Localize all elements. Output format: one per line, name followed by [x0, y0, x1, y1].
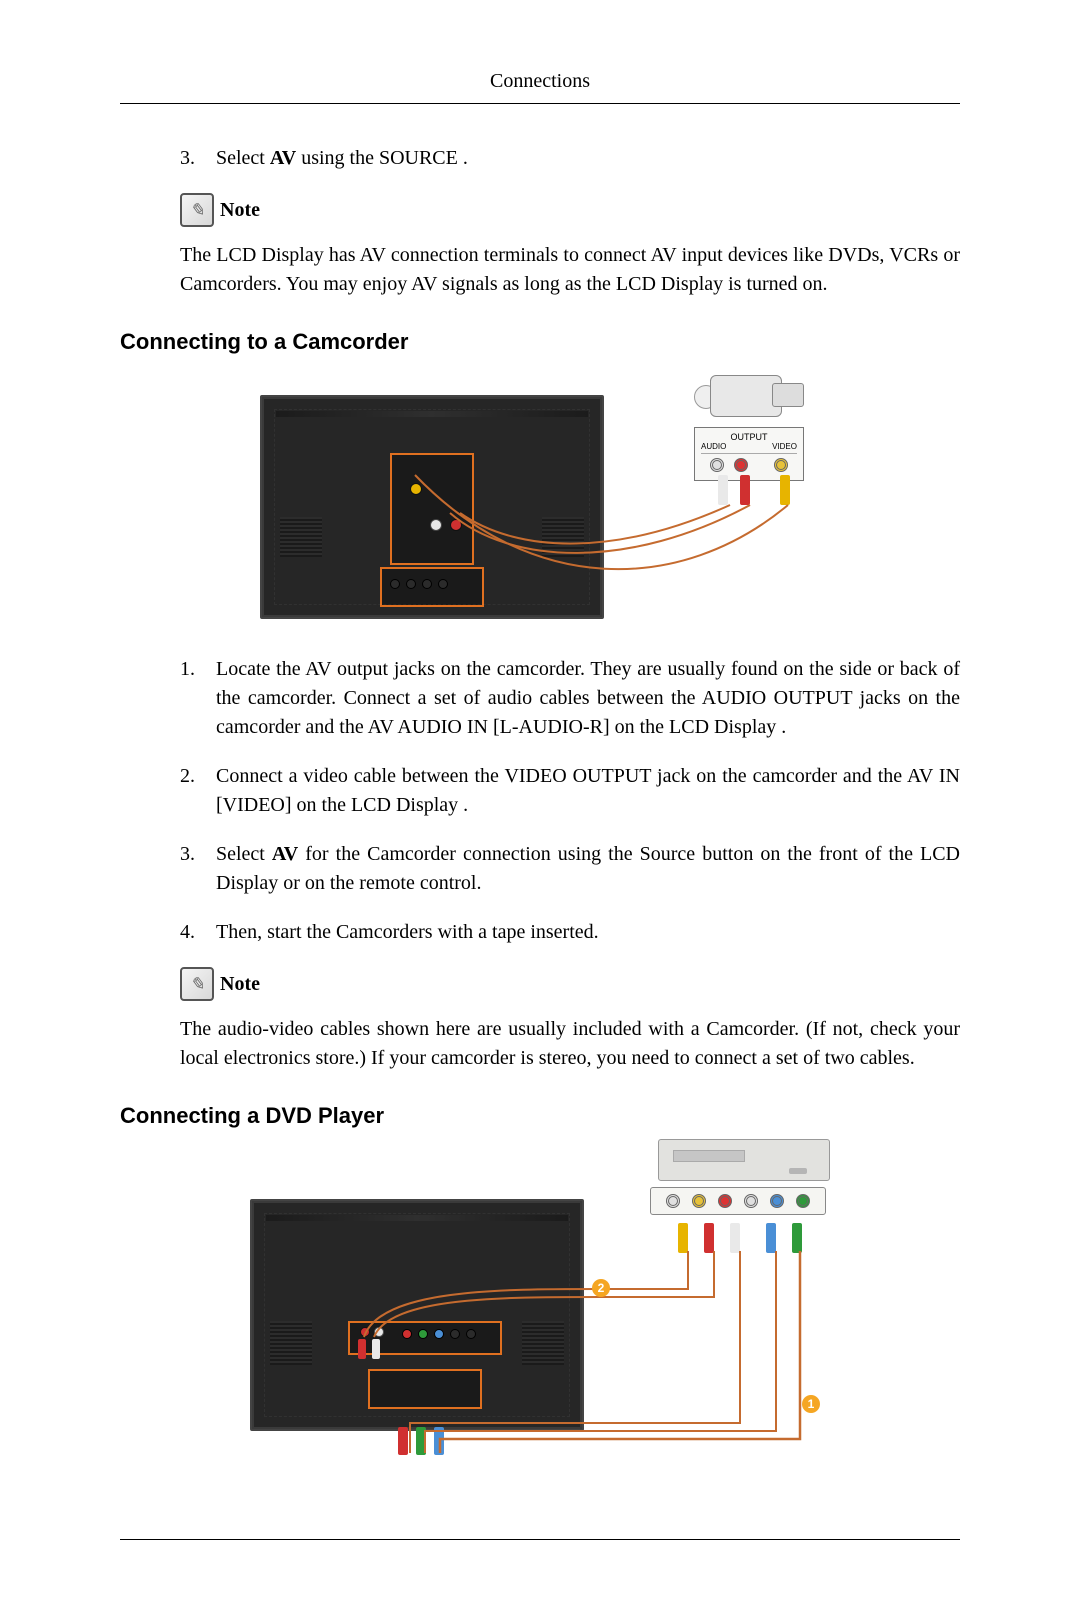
note-label: Note [220, 973, 260, 996]
audio-plugs [358, 1339, 380, 1359]
bold-text: AV [272, 843, 298, 865]
list-item: 3. Select AV using the SOURCE . [180, 144, 960, 173]
bold-text: AV [270, 147, 296, 169]
list-text: Select AV using the SOURCE . [216, 144, 960, 173]
tv-back-panel [260, 395, 604, 619]
note-block: ✎ Note [180, 967, 960, 1001]
note-text: The LCD Display has AV connection termin… [180, 241, 960, 299]
diagram-dvd: 1 2 [120, 1139, 960, 1459]
rca-jack [710, 458, 724, 472]
tv-back-panel [250, 1199, 584, 1431]
list-text: Select AV for the Camcorder connection u… [216, 840, 960, 898]
rca-jack [774, 458, 788, 472]
component-plugs [398, 1427, 444, 1455]
list-number: 3. [180, 840, 216, 898]
note-icon: ✎ [180, 193, 214, 227]
footer-rule [120, 1539, 960, 1540]
badge-2: 2 [592, 1279, 610, 1297]
text: Select [216, 843, 272, 865]
panel-highlight [368, 1369, 482, 1409]
panel-highlight [390, 453, 474, 565]
rca-jack [692, 1194, 706, 1208]
note-label: Note [220, 199, 260, 222]
rca-plug [718, 475, 728, 505]
rca-jack [744, 1194, 758, 1208]
dvd-output-box [650, 1187, 826, 1215]
output-video-label: VIDEO [772, 442, 797, 451]
rca-jack [770, 1194, 784, 1208]
list-item: 3. Select AV for the Camcorder connectio… [180, 840, 960, 898]
list-text: Locate the AV output jacks on the camcor… [216, 655, 960, 742]
text: using the SOURCE . [296, 147, 468, 169]
list-number: 1. [180, 655, 216, 742]
note-text: The audio-video cables shown here are us… [180, 1015, 960, 1073]
note-block: ✎ Note [180, 193, 960, 227]
section-heading-dvd: Connecting a DVD Player [120, 1103, 960, 1129]
list-item: 4. Then, start the Camcorders with a tap… [180, 918, 960, 947]
list-text: Connect a video cable between the VIDEO … [216, 762, 960, 820]
rca-plug [704, 1223, 714, 1253]
list-number: 4. [180, 918, 216, 947]
rca-plug [780, 475, 790, 505]
rca-plug [678, 1223, 688, 1253]
section-heading-camcorder: Connecting to a Camcorder [120, 329, 960, 355]
list-number: 3. [180, 144, 216, 173]
rca-plug [766, 1223, 776, 1253]
page-header: Connections [120, 70, 960, 104]
rca-jack [666, 1194, 680, 1208]
output-title: OUTPUT [701, 432, 797, 442]
camcorder-icon [690, 365, 810, 425]
output-audio-label: AUDIO [701, 442, 726, 451]
list-item: 1. Locate the AV output jacks on the cam… [180, 655, 960, 742]
text: Select [216, 147, 270, 169]
rca-jack [718, 1194, 732, 1208]
list-number: 2. [180, 762, 216, 820]
page: Connections 3. Select AV using the SOURC… [0, 0, 1080, 1600]
dvd-player-icon [658, 1139, 830, 1181]
rca-plug [740, 475, 750, 505]
rca-jack [796, 1194, 810, 1208]
text: for the Camcorder connection using the S… [216, 843, 960, 894]
list-item: 2. Connect a video cable between the VID… [180, 762, 960, 820]
note-icon: ✎ [180, 967, 214, 1001]
badge-1: 1 [802, 1395, 820, 1413]
list-text: Then, start the Camcorders with a tape i… [216, 918, 960, 947]
rca-jack [734, 458, 748, 472]
camcorder-output-box: OUTPUT AUDIO VIDEO [694, 427, 804, 481]
rca-plug [730, 1223, 740, 1253]
rca-plug [792, 1223, 802, 1253]
panel-highlight [380, 567, 484, 607]
diagram-camcorder: OUTPUT AUDIO VIDEO [120, 365, 960, 625]
